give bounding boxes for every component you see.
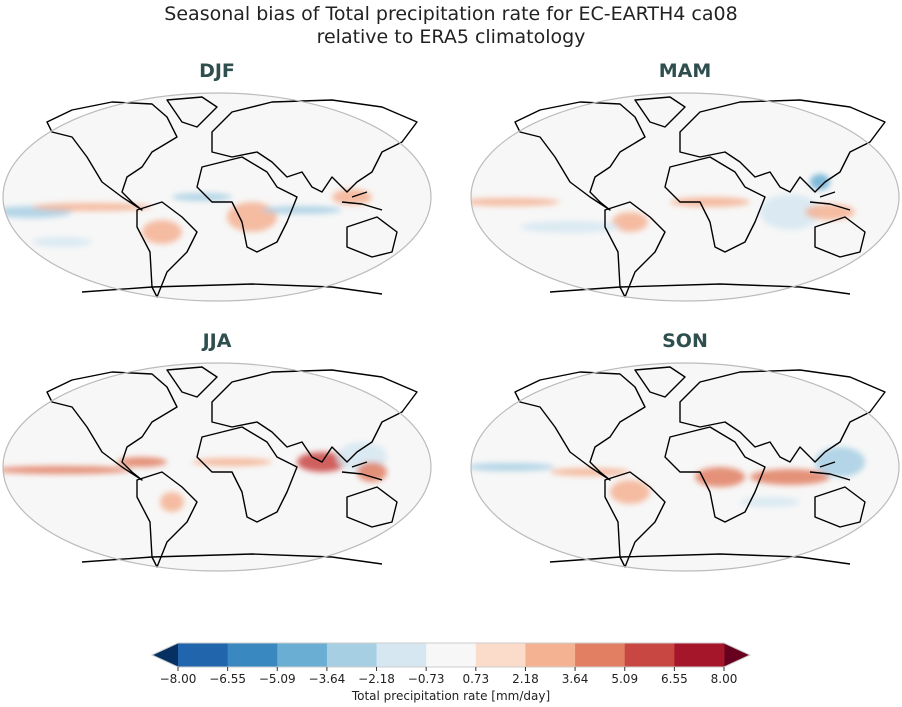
bias-region <box>815 447 865 477</box>
map-border <box>470 362 900 572</box>
bias-region <box>471 463 555 471</box>
colorbar-bin <box>227 643 278 667</box>
colorbar-bin <box>326 643 378 667</box>
bias-region <box>117 457 167 467</box>
colorbar-tick-label: −0.73 <box>407 672 445 686</box>
colorbar-bin <box>575 643 626 667</box>
colorbar-tick-label: 2.18 <box>512 672 539 686</box>
colorbar-bin <box>525 643 576 667</box>
bias-region <box>160 492 184 512</box>
colorbar-tick-label: −3.64 <box>308 672 346 686</box>
figure-title-line1: Seasonal bias of Total precipitation rat… <box>164 3 738 25</box>
colorbar-tick-label: 6.55 <box>661 672 688 686</box>
bias-region <box>612 212 648 232</box>
colorbar-tick-label: −6.55 <box>209 672 247 686</box>
bias-region <box>740 497 800 507</box>
colorbar-bin <box>624 643 675 667</box>
bias-region <box>550 468 630 476</box>
colorbar-tick-label: 5.09 <box>611 672 639 686</box>
colorbar-bin <box>426 643 477 667</box>
bias-region <box>805 204 855 220</box>
panel-title-mam: MAM <box>658 60 712 82</box>
bias-region <box>695 467 745 487</box>
colorbar-tick-label: 0.73 <box>462 672 490 686</box>
bias-region <box>32 203 152 211</box>
bias-region <box>32 237 92 247</box>
bias-region <box>262 206 342 214</box>
colorbar-bin <box>475 643 526 667</box>
map-panel-son <box>470 362 900 572</box>
colorbar-under-arrow <box>152 643 178 667</box>
colorbar-over-arrow <box>724 643 750 667</box>
bias-region <box>172 193 232 201</box>
map-panel-jja <box>2 362 432 572</box>
map-panel-mam <box>470 92 900 302</box>
bias-region <box>142 220 182 244</box>
colorbar-bin <box>277 643 328 667</box>
bias-region <box>610 480 650 504</box>
map-background <box>471 363 899 571</box>
bias-region <box>760 194 820 230</box>
colorbar-label: Total precipitation rate [mm/day] <box>351 689 551 703</box>
map-panel-djf <box>2 92 432 302</box>
bias-region <box>471 198 560 206</box>
figure-title-line2: relative to ERA5 climatology <box>316 26 586 48</box>
bias-region <box>750 469 830 485</box>
colorbar-tick-label: 3.64 <box>561 672 589 686</box>
colorbar-tick-label: −5.09 <box>258 672 296 686</box>
bias-region <box>670 197 750 207</box>
map-border <box>470 92 900 302</box>
colorbar-bin <box>376 643 427 667</box>
map-border <box>2 362 432 572</box>
bias-region <box>810 174 830 190</box>
colorbar-tick-label: −8.00 <box>159 672 197 686</box>
bias-region <box>192 458 272 466</box>
panel-title-djf: DJF <box>199 60 235 82</box>
colorbar-tick-label: 8.00 <box>710 672 738 686</box>
bias-region <box>3 466 132 474</box>
map-background <box>471 93 899 301</box>
panel-title-son: SON <box>662 330 708 352</box>
map-background <box>3 363 431 571</box>
bias-region <box>520 221 620 233</box>
colorbar-bin <box>178 643 229 667</box>
colorbar-bin <box>674 643 725 667</box>
bias-region <box>357 462 387 482</box>
colorbar-tick-label: −2.18 <box>358 672 395 686</box>
panel-title-jja: JJA <box>202 330 232 352</box>
map-border <box>2 92 432 302</box>
